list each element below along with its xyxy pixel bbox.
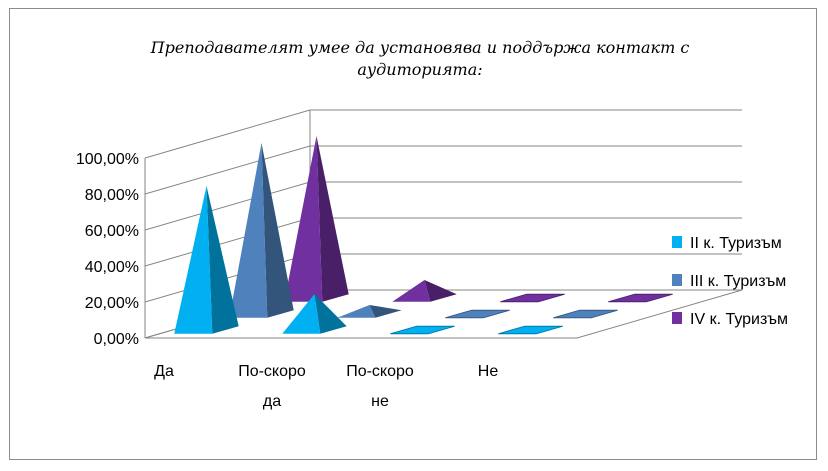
- pyramid-side-face: [316, 136, 349, 302]
- y-tick-label: 60,00%: [85, 223, 139, 240]
- chart-area: Преподавателят умее да установява и подд…: [9, 8, 817, 460]
- y-tick-label: 0,00%: [94, 331, 139, 348]
- x-tick-label: да: [263, 393, 281, 410]
- pyramid-side-face: [206, 186, 239, 334]
- chart-title: Преподавателят умее да установява и подд…: [150, 38, 690, 79]
- gridline-side: [144, 217, 311, 267]
- legend-swatch: [672, 274, 682, 286]
- pyramid-flat-base: [608, 293, 673, 303]
- pyramid-flat-base: [498, 325, 563, 335]
- pyramid-front-face: [337, 305, 376, 318]
- pyramid-front-face: [392, 280, 431, 302]
- pyramid-flat-base: [390, 325, 455, 335]
- x-tick-label: Не: [478, 363, 499, 380]
- x-tick-label: По-скоро: [238, 363, 306, 380]
- pyramid-side-face: [261, 143, 294, 318]
- pyramid-side-face: [424, 280, 457, 302]
- pyramid-flat-base: [553, 309, 618, 319]
- pyramid-side-face: [314, 294, 347, 334]
- pyramid-front-face: [229, 143, 268, 318]
- gridline-side: [144, 145, 311, 195]
- y-tick-label: 100,00%: [76, 151, 139, 168]
- legend-label: III к. Туризъм: [690, 273, 786, 290]
- pyramid-front-face: [282, 294, 321, 334]
- x-tick-label: не: [371, 393, 389, 410]
- legend-swatch: [672, 312, 682, 324]
- x-tick-label: Да: [154, 363, 174, 380]
- gridline-side: [144, 181, 311, 231]
- legend-label: II к. Туризъм: [690, 235, 782, 252]
- pyramid-flat-base: [445, 309, 510, 319]
- legend-swatch: [672, 236, 682, 248]
- x-tick-label: По-скоро: [346, 363, 414, 380]
- y-tick-label: 80,00%: [85, 187, 139, 204]
- pyramid-front-face: [174, 186, 213, 334]
- pyramid-side-face: [369, 305, 402, 318]
- pyramid-front-face: [284, 136, 323, 302]
- gridline-side: [144, 109, 311, 159]
- legend-label: IV к. Туризъм: [690, 311, 788, 328]
- y-tick-label: 20,00%: [85, 295, 139, 312]
- y-tick-label: 40,00%: [85, 259, 139, 276]
- pyramid-flat-base: [500, 293, 565, 303]
